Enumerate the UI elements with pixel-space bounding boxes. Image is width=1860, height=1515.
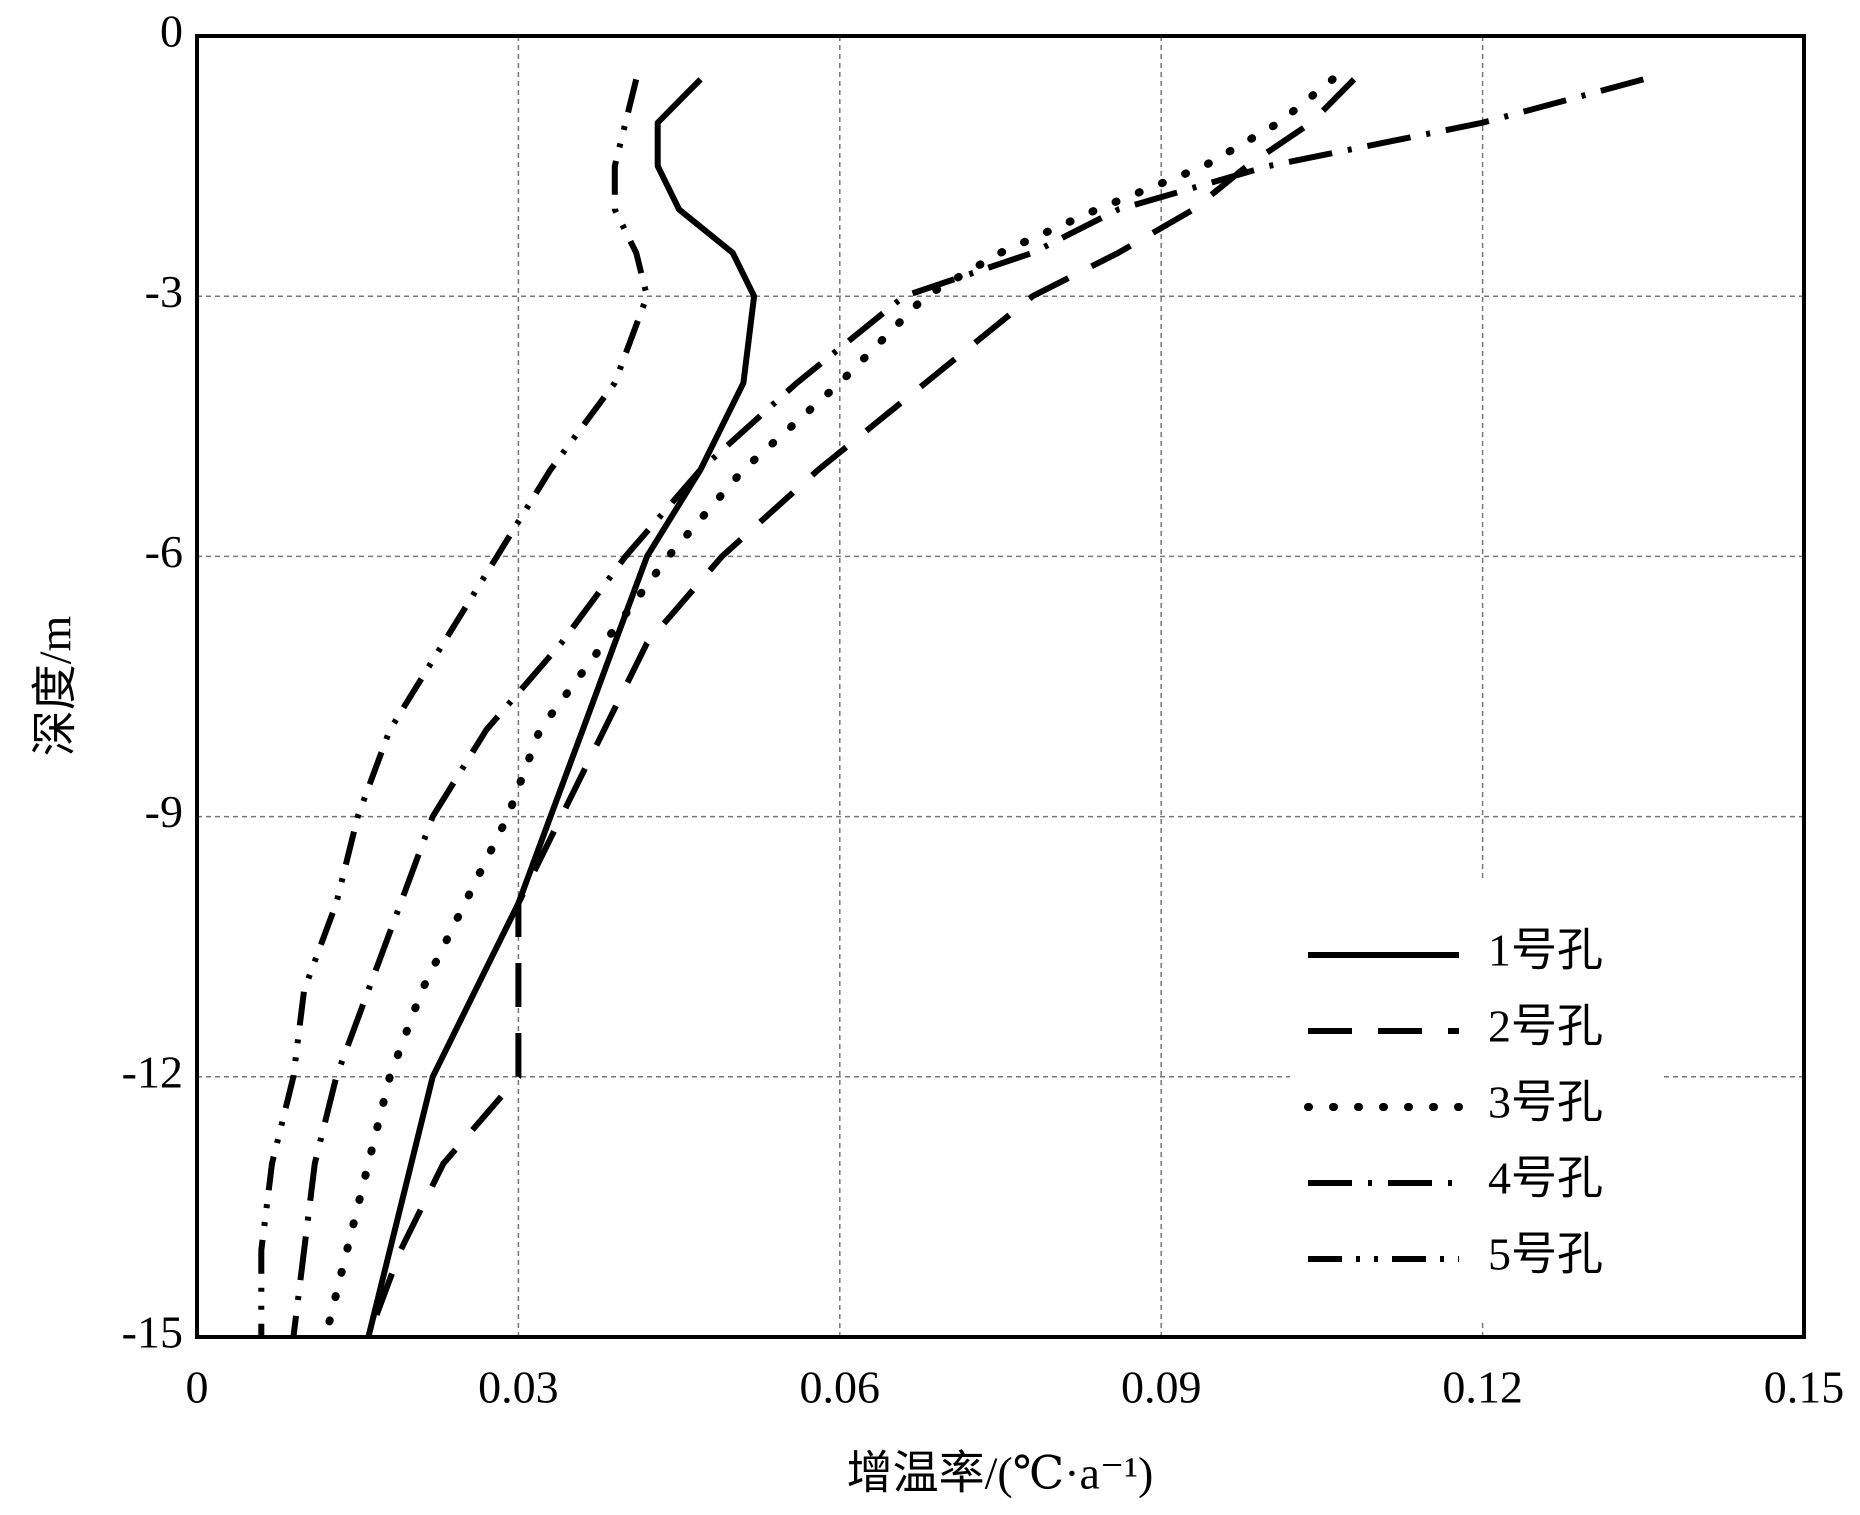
data-line bbox=[365, 77, 1357, 1339]
plot-frame bbox=[195, 34, 1806, 1339]
y-axis-label: 深度/m bbox=[30, 616, 81, 757]
x-axis-label: 增温率/(℃·a⁻¹) bbox=[847, 1448, 1154, 1499]
x-tick-label: 0.03 bbox=[478, 1362, 559, 1413]
x-tick-label: 0.09 bbox=[1121, 1362, 1202, 1413]
y-tick-label: -15 bbox=[122, 1307, 183, 1358]
x-tick-label: 0.06 bbox=[800, 1362, 881, 1413]
x-tick-label: 0.15 bbox=[1764, 1362, 1845, 1413]
legend-label: 1号孔 bbox=[1488, 925, 1603, 976]
y-tick-label: -9 bbox=[145, 786, 183, 837]
x-tick-label: 0.12 bbox=[1442, 1362, 1523, 1413]
y-tick-label: -3 bbox=[145, 266, 183, 317]
legend-label: 5号孔 bbox=[1488, 1229, 1603, 1280]
x-tick-label: 0 bbox=[186, 1362, 209, 1413]
y-tick-label: 0 bbox=[160, 6, 183, 57]
data-line bbox=[258, 78, 650, 1337]
data-line bbox=[290, 76, 1645, 1338]
legend-background bbox=[1290, 880, 1660, 1320]
y-tick-label: -12 bbox=[122, 1046, 183, 1097]
data-line bbox=[321, 75, 1337, 1341]
legend-label: 3号孔 bbox=[1488, 1077, 1603, 1128]
data-line bbox=[365, 77, 758, 1338]
y-tick-label: -6 bbox=[145, 526, 183, 577]
legend-label: 4号孔 bbox=[1488, 1153, 1603, 1204]
legend-label: 2号孔 bbox=[1488, 1001, 1603, 1052]
